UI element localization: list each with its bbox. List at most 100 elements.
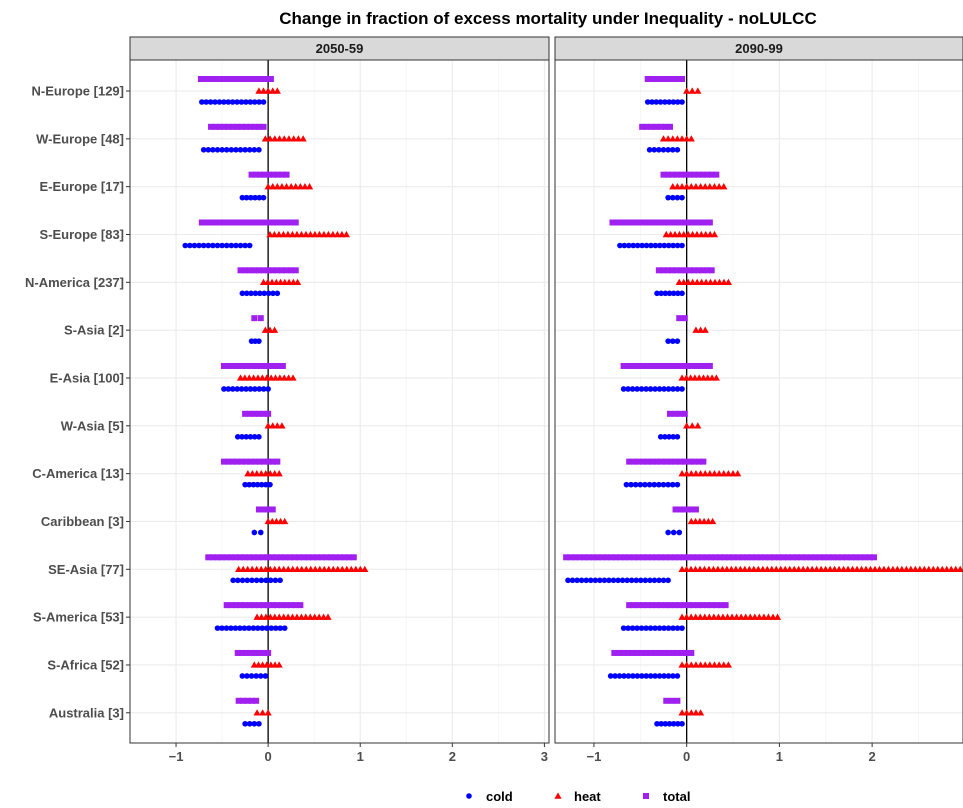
panel-2090-99-total-point-s-europe-83: [680, 219, 687, 226]
panel-2090-99-heat-point-e-europe-17: [678, 183, 686, 190]
panel-2090-99-heat-point-s-asia-2: [696, 326, 705, 333]
panel-2090-99-total-point-se-asia-77: [821, 554, 828, 561]
panel-2050-59-total-point-e-europe-17: [279, 171, 286, 178]
panel-2090-99-cold-point-e-asia-100: [629, 386, 636, 392]
panel-2090-99-total-point-w-europe-48: [657, 123, 664, 130]
panel-2090-99-total-point-c-america-13: [663, 458, 670, 465]
panel-2050-59-cold-point-e-asia-100: [256, 386, 263, 392]
panel-2090-99-total-point-se-asia-77: [807, 554, 814, 561]
panel-2090-99-total-point-n-europe-129: [666, 76, 673, 82]
panel-2050-59-heat-point-se-asia-77: [239, 565, 247, 572]
panel-2050-59-total-point-n-europe-129: [219, 76, 226, 82]
panel-2090-99-heat-point-s-africa-52: [706, 661, 714, 668]
panel-2090-99-cold-point-w-asia-5: [662, 434, 668, 440]
panel-2050-59-heat-point-c-america-13: [275, 470, 283, 477]
panel-2050-59-heat-point-e-europe-17: [301, 183, 309, 190]
panel-2050-59-cold-point-australia-3: [246, 720, 253, 727]
panel-2090-99-total-point-c-america-13: [691, 458, 698, 465]
panel-2090-99-total-point-s-america-53: [630, 602, 637, 609]
panel-2050-59-total-point-e-asia-100: [266, 362, 273, 369]
panel-2050-59-total-point-s-america-53: [228, 602, 235, 609]
panel-2050-59-cold-point-s-america-53: [281, 625, 288, 631]
panel-2050-59-cold-point-s-europe-83: [210, 242, 216, 249]
panel-2050-59-total-point-se-asia-77: [228, 554, 235, 561]
panel-2050-59-cold-point-s-america-53: [228, 625, 234, 631]
panel-2090-99-total-point-s-america-53: [713, 602, 720, 609]
panel-2050-59-total-point-s-europe-83: [216, 219, 223, 226]
panel-2050-59-heat-point-n-america-237: [294, 278, 302, 286]
panel-2090-99-total-point-se-asia-77: [563, 554, 570, 561]
panel-2090-99-total-point-se-asia-77: [757, 554, 764, 561]
panel-2090-99-total-point-s-america-53: [626, 602, 633, 609]
panel-2090-99-heat-point-e-europe-17: [715, 183, 723, 190]
panel-2090-99-heat-point-s-america-53: [682, 613, 691, 620]
panel-2090-99-total-point-se-asia-77: [803, 554, 810, 561]
panel-2090-99-cold-point-s-america-53: [629, 625, 636, 631]
panel-2090-99-total-point-n-america-237: [673, 267, 680, 274]
panel-2090-99-cold-point-s-america-53: [652, 625, 658, 631]
panel-2050-59-cold-point-w-europe-48: [228, 147, 235, 153]
panel-2050-59-total-point-n-europe-129: [202, 76, 209, 82]
panel-2090-99-total-point-e-europe-17: [713, 171, 720, 178]
panel-2050-59-heat-point-se-asia-77: [257, 565, 265, 572]
panel-2090-99-heat-point-s-america-53: [742, 613, 750, 620]
panel-2090-99-total-point-se-asia-77: [617, 554, 624, 561]
panel-2090-99-total-point-s-africa-52: [615, 649, 622, 656]
panel-2050-59-cold-point-e-europe-17: [252, 194, 258, 201]
panel-2090-99-cold-point-w-europe-48: [660, 147, 667, 153]
panel-2090-99-total-point-e-asia-100: [679, 362, 686, 369]
panel-2090-99-total-point-s-africa-52: [665, 649, 672, 656]
panel-2050-59-total-point-se-asia-77: [346, 554, 353, 561]
panel-2090-99-heat-point-s-europe-83: [710, 230, 719, 238]
panel-2050-59-total-point-w-asia-5: [265, 410, 272, 417]
panel-2090-99-total-point-s-africa-52: [688, 649, 695, 656]
panel-2050-59-total-point-e-asia-100: [229, 362, 236, 369]
panel-2090-99-total-point-caribbean-3: [688, 506, 695, 513]
panel-2090-99-total-point-s-america-53: [722, 602, 729, 609]
panel-2050-59-cold-point-se-asia-77: [253, 577, 260, 584]
panel-2090-99-cold-point-se-asia-77: [628, 577, 635, 584]
panel-2050-59-cold-point-n-america-237: [261, 290, 268, 297]
panel-2090-99-total-point-se-asia-77: [730, 554, 737, 561]
panel-2090-99-total-point-s-america-53: [672, 602, 679, 609]
panel-2090-99-total-point-se-asia-77: [861, 554, 868, 561]
panel-2050-59-total-point-w-europe-48: [238, 123, 245, 130]
y-tick-label-caribbean-3: Caribbean [3]: [41, 514, 124, 529]
panel-2090-99-cold-point-s-europe-83: [665, 242, 672, 249]
panel-2050-59-total-point-s-europe-83: [279, 219, 286, 226]
legend-label-heat: heat: [574, 789, 601, 803]
panel-2090-99-cold-point-se-asia-77: [592, 577, 599, 584]
panel-2050-59-cold-point-c-america-13: [250, 481, 257, 488]
panel-2090-99-cold-point-australia-3: [670, 720, 677, 727]
panel-2090-99-total-point-e-europe-17: [664, 171, 671, 178]
panel-2090-99-total-point-se-asia-77: [581, 554, 588, 561]
panel-2090-99-total-point-se-asia-77: [762, 554, 769, 561]
panel-2090-99-heat-point-e-europe-17: [706, 183, 714, 190]
panel-2050-59-total-point-n-america-237: [260, 267, 267, 274]
panel-2090-99-total-point-c-america-13: [635, 458, 642, 465]
panel-2090-99-heat-point-australia-3: [678, 709, 686, 716]
panel-2090-99-total-point-w-europe-48: [662, 123, 669, 130]
panel-2050-59-cold-point-e-europe-17: [256, 194, 263, 201]
panel-2050-59-total-point-c-america-13: [238, 458, 245, 465]
panel-2050-59-total-point-s-europe-83: [207, 219, 214, 226]
panel-2090-99-cold-point-w-europe-48: [669, 147, 676, 153]
panel-2090-99-total-point-e-europe-17: [669, 171, 676, 178]
panel-2090-99-total-point-s-america-53: [649, 602, 656, 609]
panel-2050-59-total-point-c-america-13: [234, 458, 241, 465]
panel-2050-59-heat-point-w-europe-48: [271, 135, 279, 142]
panel-2050-59-total-point-n-europe-129: [197, 76, 204, 82]
panel-2050-59-total-point-se-asia-77: [282, 554, 289, 561]
panel-2050-59-total-point-s-america-53: [274, 602, 281, 609]
panel-2090-99-total-point-se-asia-77: [649, 554, 656, 561]
panel-2090-99-total-point-se-asia-77: [753, 554, 760, 561]
panel-2050-59-heat-point-s-america-53: [324, 613, 332, 620]
panel-2050-59-total-point-c-america-13: [252, 458, 259, 465]
panel-2050-59-cold-point-n-europe-129: [247, 99, 254, 105]
panel-2090-99-total-point-c-america-13: [644, 458, 651, 465]
panel-2090-99-total-point-se-asia-77: [644, 554, 651, 561]
panel-2050-59-cold-point-se-asia-77: [244, 577, 251, 584]
panel-2050-59-total-point-w-asia-5: [246, 410, 253, 417]
panel-2050-59-total-point-n-europe-129: [241, 76, 248, 82]
panel-2050-59-total-point-c-america-13: [225, 458, 232, 465]
